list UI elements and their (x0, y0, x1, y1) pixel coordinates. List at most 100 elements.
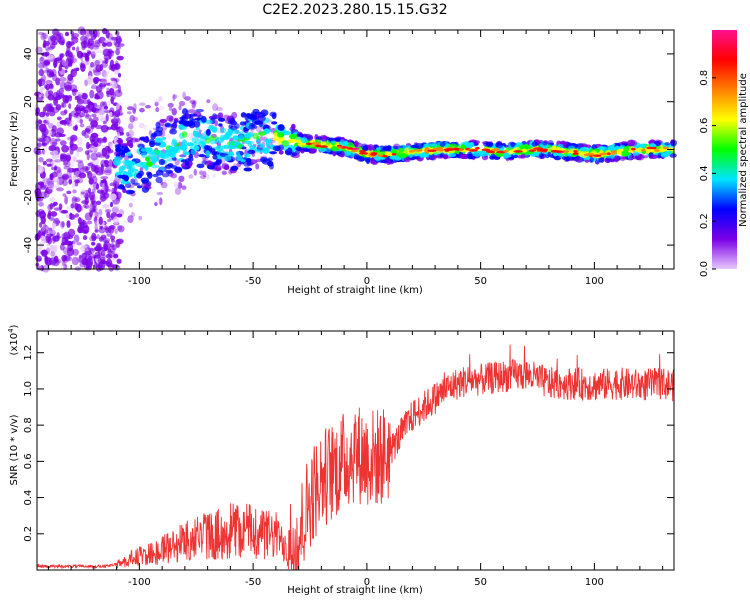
spectrogram-cell (133, 103, 137, 112)
spectrogram-cell (493, 148, 499, 151)
spectrogram-cell (107, 48, 113, 54)
spectrogram-cell (40, 226, 46, 236)
spectrogram-x-tick-label: 50 (474, 276, 487, 287)
spectrogram-cell (637, 155, 642, 159)
colorbar-ticks: 0.0 0.2 0.4 0.6 0.8 (699, 70, 716, 277)
spectrogram-cell (37, 78, 46, 87)
spectrogram-cell (48, 145, 57, 152)
spectrogram-cell (348, 150, 356, 158)
snr-scale-exp: 4 (7, 328, 15, 333)
spectrogram-cell (90, 152, 99, 161)
spectrogram-cell (43, 58, 51, 67)
spectrogram-cell (37, 229, 42, 239)
spectrogram-cell (439, 141, 446, 147)
spectrogram-cell (112, 159, 121, 166)
spectrogram-cell (65, 213, 71, 218)
spectrogram-cell (192, 100, 197, 106)
spectrogram-cell (230, 165, 239, 171)
spectrogram-cell (106, 233, 113, 237)
spectrogram-cell (105, 238, 111, 243)
spectrogram-cell (60, 221, 65, 229)
spectrogram-cell (116, 213, 123, 218)
spectrogram-cell (330, 140, 337, 144)
spectrogram-cell (174, 158, 180, 166)
spectrogram-cell (76, 50, 83, 59)
spectrogram-cell (43, 70, 49, 74)
spectrogram-y-tick-label: 20 (23, 95, 34, 108)
spectrogram-cell (403, 147, 411, 155)
spectrogram-cell (439, 148, 445, 152)
spectrogram-cell (42, 160, 47, 166)
spectrogram-cell (533, 147, 544, 150)
spectrogram-cell (98, 78, 107, 82)
spectrogram-cell (106, 93, 114, 98)
spectrogram-cell (215, 136, 224, 144)
spectrogram-cell (110, 77, 116, 82)
spectrogram-cell (45, 176, 51, 186)
spectrogram-cell (144, 156, 151, 162)
spectrogram-cell (226, 135, 232, 140)
spectrogram-cell (218, 123, 223, 127)
spectrogram-cell (132, 182, 141, 186)
spectrogram-cell (384, 152, 393, 156)
spectrogram-cell (315, 144, 321, 148)
spectrogram-cell (109, 182, 115, 187)
spectrogram-cell (102, 260, 110, 265)
spectrogram-cell (59, 53, 64, 59)
spectrogram-cell (69, 84, 78, 92)
snr-panel: -100 -50 0 50 100 0.2 0.4 0.6 0.8 1.0 1.2 Height … (7, 324, 675, 596)
spectrogram-cell (174, 166, 183, 174)
spectrogram-cell (116, 205, 121, 209)
spectrogram-cell (319, 134, 328, 142)
spectrogram-cell (193, 168, 198, 176)
spectrogram-cell (114, 30, 120, 36)
spectrogram-cell (93, 216, 98, 222)
spectrogram-cell (107, 248, 112, 253)
spectrogram-cell (51, 141, 58, 147)
spectrogram-cell (51, 125, 57, 133)
spectrogram-cell (114, 110, 121, 118)
spectrogram-cell (118, 110, 124, 116)
spectrogram-cell (38, 94, 42, 98)
spectrogram-cell (49, 197, 56, 203)
spectrogram-cell (238, 134, 245, 141)
spectrogram-cell (240, 146, 247, 150)
spectrogram-cell (223, 144, 229, 150)
spectrogram-cell (246, 158, 252, 163)
spectrogram-cell (231, 111, 238, 119)
spectrogram-cell (165, 169, 173, 174)
spectrogram-cell (269, 163, 274, 170)
spectrogram-cell (233, 123, 240, 129)
spectrogram-cell (649, 154, 659, 159)
spectrogram-cell (202, 170, 207, 178)
spectrogram-cell (561, 156, 567, 161)
spectrogram-cell (271, 121, 278, 125)
spectrogram-cell (99, 81, 107, 89)
spectrogram-cell (96, 189, 104, 194)
spectrogram-x-tick-label: -50 (245, 276, 261, 287)
spectrogram-cell (114, 143, 122, 148)
spectrogram-cell (200, 116, 207, 123)
spectrogram-cell (198, 129, 202, 134)
spectrogram-cell (86, 152, 90, 161)
spectrogram-cell (653, 149, 660, 152)
spectrogram-cell (117, 174, 124, 179)
spectrogram-cell (599, 152, 608, 156)
spectrogram-cell (117, 43, 125, 47)
colorbar-label: Normalized spectral amplitude (738, 73, 749, 227)
snr-x-tick-label: 100 (585, 577, 604, 588)
spectrogram-cell (579, 146, 588, 152)
spectrogram-cell (37, 119, 43, 125)
spectrogram-cell (197, 141, 207, 146)
spectrogram-cell (159, 118, 168, 123)
spectrogram-cell (70, 68, 78, 78)
spectrogram-cell (53, 244, 58, 253)
spectrogram-cell (60, 175, 68, 180)
spectrogram-cell (87, 40, 91, 49)
spectrogram-cell (48, 71, 55, 77)
spectrogram-cell (247, 149, 256, 155)
spectrogram-cell (80, 63, 86, 72)
spectrogram-cell (42, 106, 47, 116)
spectrogram-cell (214, 167, 222, 171)
spectrogram-cell (41, 142, 47, 147)
